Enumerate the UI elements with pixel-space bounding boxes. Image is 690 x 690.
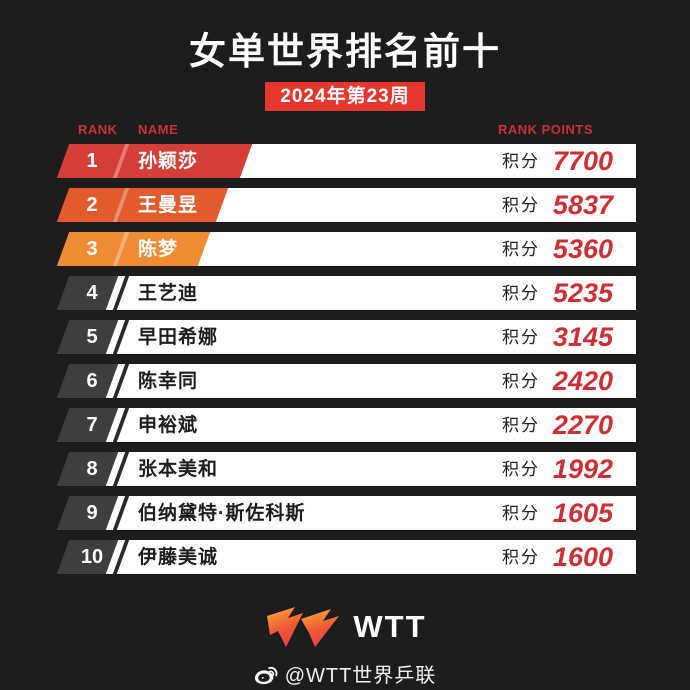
player-name: 伊藤美诚 [138, 547, 219, 568]
points-value: 1605 [552, 498, 613, 528]
player-name: 申裕斌 [138, 415, 199, 436]
rank-number: 10 [80, 546, 104, 568]
points-value: 1992 [552, 454, 613, 484]
weibo-handle: @WTT世界乒联 [284, 665, 437, 687]
ranking-table: RANK NAME RANK POINTS 1 孙颖莎 积分 7700 2 王曼… [56, 122, 636, 584]
player-name: 孙颖莎 [138, 151, 199, 172]
table-row: 2 王曼昱 积分 5837 [56, 188, 636, 222]
wtt-logo: WTT [0, 604, 690, 650]
table-row: 4 王艺迪 积分 5235 [56, 276, 636, 310]
row-bar [57, 540, 636, 574]
points-value: 5235 [552, 278, 613, 308]
points-label: 积分 [502, 152, 540, 171]
points-value: 5837 [552, 190, 613, 220]
rank-number: 1 [86, 150, 98, 172]
row-bar [57, 320, 636, 354]
rank-number: 4 [86, 282, 98, 304]
points-value: 5360 [552, 234, 613, 264]
row-bar [57, 452, 636, 486]
page-title: 女单世界排名前十 [189, 31, 501, 72]
rank-number: 3 [86, 238, 98, 260]
column-header-name: NAME [138, 122, 179, 137]
week-badge-wrap: 2024年第23周 [0, 82, 690, 111]
rank-number: 9 [86, 502, 98, 524]
column-header-points: RANK POINTS [497, 122, 593, 137]
points-label: 积分 [502, 416, 540, 435]
table-row: 9 伯纳黛特·斯佐科斯 积分 1605 [56, 496, 636, 530]
player-name: 伯纳黛特·斯佐科斯 [138, 503, 306, 524]
table-row: 3 陈梦 积分 5360 [56, 232, 636, 266]
points-value: 7700 [552, 146, 613, 176]
points-label: 积分 [502, 460, 540, 479]
table-rows: 1 孙颖莎 积分 7700 2 王曼昱 积分 5837 3 陈梦 积分 5360… [56, 144, 636, 574]
wtt-logo-text: WTT [353, 609, 427, 644]
row-bar [57, 364, 636, 398]
points-value: 2420 [552, 366, 613, 396]
player-name: 王艺迪 [138, 283, 199, 304]
table-row: 8 张本美和 积分 1992 [56, 452, 636, 486]
points-label: 积分 [502, 328, 540, 347]
table-row: 10 伊藤美诚 积分 1600 [56, 540, 636, 574]
table-row: 6 陈幸同 积分 2420 [56, 364, 636, 398]
player-name: 陈梦 [138, 239, 179, 260]
player-name: 张本美和 [138, 459, 219, 480]
points-value: 2270 [552, 410, 613, 440]
points-label: 积分 [502, 548, 540, 567]
table-row: 1 孙颖莎 积分 7700 [56, 144, 636, 178]
weibo-credit: @WTT世界乒联 [0, 659, 690, 688]
points-label: 积分 [502, 504, 540, 523]
points-label: 积分 [502, 372, 540, 391]
rank-number: 2 [86, 194, 98, 216]
rank-number: 8 [86, 458, 98, 480]
player-name: 早田希娜 [138, 327, 219, 348]
week-badge: 2024年第23周 [265, 82, 425, 111]
table-row: 7 申裕斌 积分 2270 [56, 408, 636, 442]
points-label: 积分 [502, 240, 540, 259]
column-header-rank: RANK [78, 122, 118, 137]
weibo-icon [254, 666, 278, 684]
rank-number: 6 [86, 370, 98, 392]
rank-number: 7 [86, 414, 98, 436]
table-header: RANK NAME RANK POINTS [57, 122, 636, 142]
row-bar [57, 408, 636, 442]
row-bar [57, 276, 636, 310]
player-name: 陈幸同 [138, 371, 199, 392]
row-bar [57, 496, 636, 530]
table-row: 5 早田希娜 积分 3145 [56, 320, 636, 354]
points-value: 1600 [552, 542, 613, 572]
player-name: 王曼昱 [138, 195, 199, 216]
points-value: 3145 [552, 322, 613, 352]
points-label: 积分 [502, 284, 540, 303]
wtt-logo-mark-icon [267, 607, 340, 647]
points-label: 积分 [502, 196, 540, 215]
rank-number: 5 [86, 326, 98, 348]
